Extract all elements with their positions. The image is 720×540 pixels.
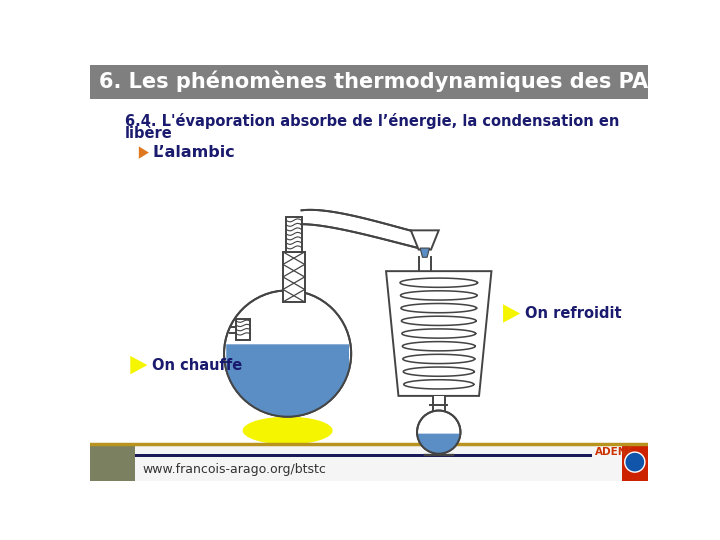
Text: 6.4. L'évaporation absorbe de l’énergie, la condensation en: 6.4. L'évaporation absorbe de l’énergie,… [125, 112, 619, 129]
Circle shape [224, 291, 351, 417]
Polygon shape [420, 248, 429, 257]
Text: 6. Les phénomènes thermodynamiques des PAC: 6. Les phénomènes thermodynamiques des P… [99, 71, 664, 92]
Circle shape [417, 410, 461, 454]
Circle shape [625, 452, 645, 472]
FancyBboxPatch shape [90, 444, 648, 481]
Text: www.francois-arago.org/btstc: www.francois-arago.org/btstc [143, 463, 327, 476]
Text: On chauffe: On chauffe [152, 357, 242, 373]
Polygon shape [130, 356, 148, 374]
FancyBboxPatch shape [90, 65, 648, 99]
Text: ADENE: ADENE [595, 447, 635, 457]
Polygon shape [139, 146, 149, 159]
Polygon shape [226, 345, 349, 417]
FancyBboxPatch shape [286, 217, 302, 252]
FancyBboxPatch shape [621, 444, 648, 481]
FancyBboxPatch shape [283, 252, 305, 302]
Polygon shape [418, 434, 459, 454]
FancyBboxPatch shape [433, 396, 445, 415]
Polygon shape [411, 231, 438, 249]
Ellipse shape [243, 417, 333, 444]
FancyBboxPatch shape [135, 455, 593, 457]
Polygon shape [386, 271, 492, 396]
Text: L’alambic: L’alambic [153, 145, 235, 160]
Polygon shape [302, 210, 425, 249]
Text: On refroidit: On refroidit [525, 306, 621, 321]
FancyBboxPatch shape [90, 444, 135, 481]
Text: libère: libère [125, 126, 173, 141]
Polygon shape [503, 304, 520, 323]
FancyBboxPatch shape [236, 319, 251, 340]
